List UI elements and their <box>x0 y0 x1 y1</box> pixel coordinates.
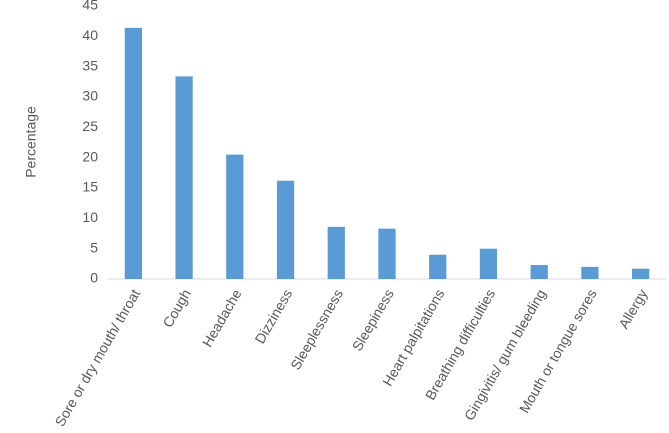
bar <box>226 154 244 279</box>
y-tick-label: 35 <box>82 57 98 73</box>
x-tick-label: Sleepiness <box>349 286 397 353</box>
y-tick-label: 15 <box>82 179 98 195</box>
bar <box>124 27 142 280</box>
bar <box>327 226 345 279</box>
y-tick-label: 30 <box>82 88 98 104</box>
bar <box>276 180 295 279</box>
y-tick-label: 25 <box>82 118 98 134</box>
x-tick-label: Allergy <box>615 286 650 331</box>
x-tick-label: Sore or dry mouth/ throat <box>51 286 143 429</box>
y-tick-label: 40 <box>82 27 98 43</box>
x-tick-label: Cough <box>159 286 193 330</box>
y-tick-label: 5 <box>90 239 98 255</box>
x-tick-label: Dizziness <box>252 286 296 346</box>
x-tick-label: Headache <box>199 286 245 349</box>
y-tick-label: 10 <box>82 209 98 225</box>
y-tick-label: 45 <box>82 0 98 13</box>
bar <box>479 248 498 279</box>
y-tick-label: 0 <box>90 270 98 286</box>
bar <box>429 254 447 279</box>
bar <box>632 268 650 279</box>
bar <box>581 266 599 279</box>
y-axis-label: Percentage <box>23 106 39 178</box>
x-tick-label: Sleeplessness <box>287 286 346 372</box>
bar <box>530 265 548 279</box>
bar <box>378 228 396 279</box>
y-tick-label: 20 <box>82 148 98 164</box>
bar <box>175 76 193 279</box>
